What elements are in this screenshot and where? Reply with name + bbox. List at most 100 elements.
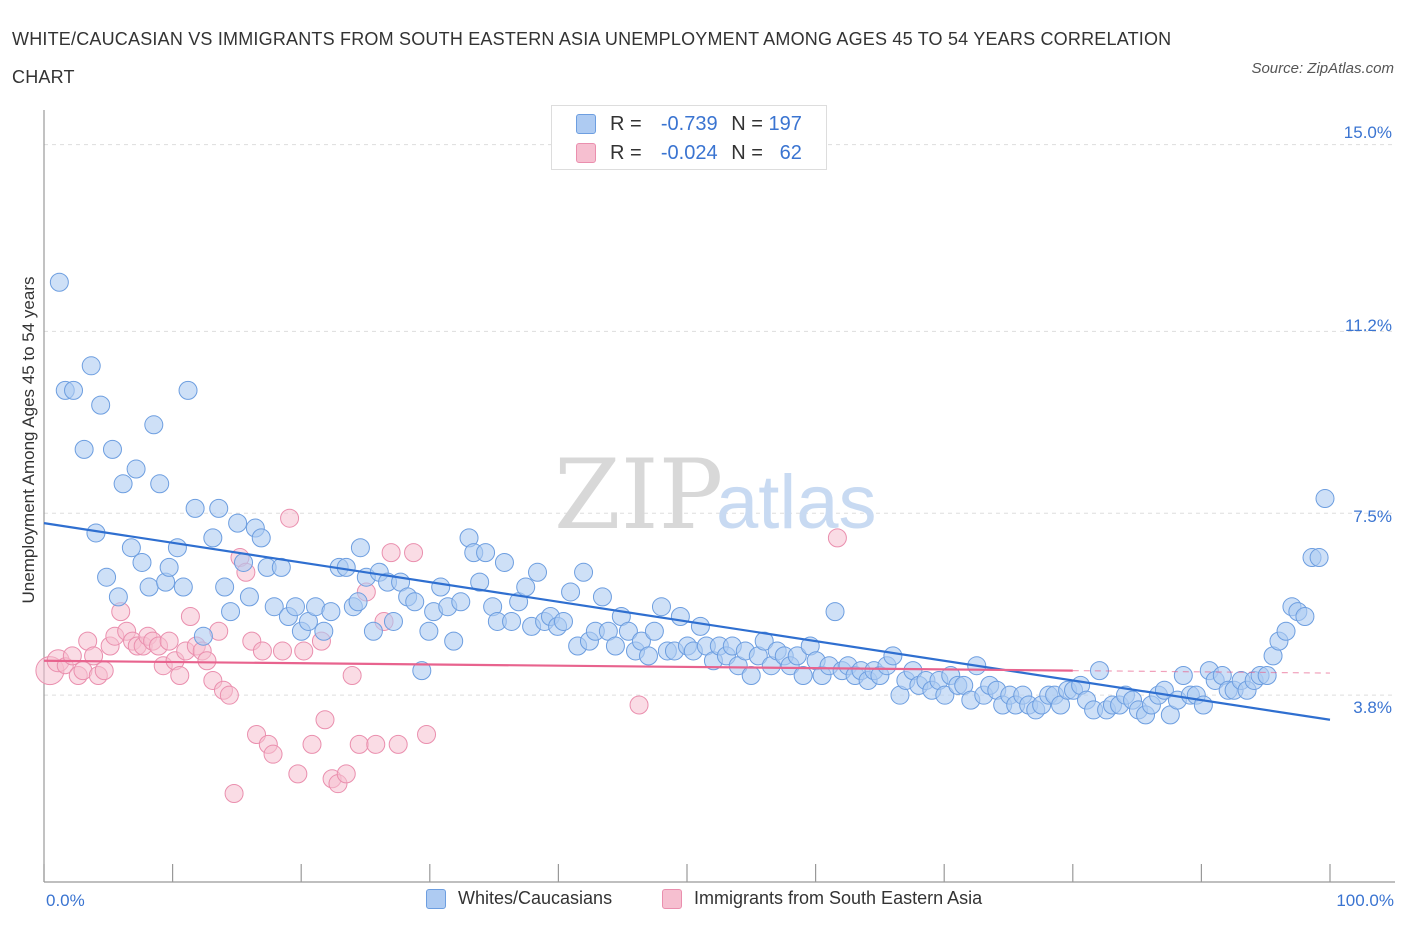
data-point-whites [670, 607, 690, 627]
data-point-whites [651, 597, 671, 617]
data-point-immigrants [336, 764, 356, 784]
data-point-whites [787, 646, 807, 666]
data-point-whites [444, 631, 464, 651]
n-value-immigrants: 62 [779, 141, 802, 164]
trend-line-immigrants-extension [1072, 670, 1331, 674]
watermark-zip: ZIP [554, 439, 723, 551]
data-point-whites [221, 602, 241, 622]
data-point-whites [102, 439, 122, 459]
data-point-whites [412, 661, 432, 681]
legend-row-immigrants: R = -0.024 N = 62 [576, 139, 802, 167]
data-point-whites [185, 498, 205, 518]
data-point-immigrants [170, 666, 190, 686]
data-point-whites [605, 636, 625, 656]
data-point-whites [1173, 666, 1193, 686]
r-value-immigrants: -0.024 [660, 141, 718, 164]
data-point-immigrants [302, 734, 322, 754]
data-point-whites [348, 592, 368, 612]
data-point-whites [121, 538, 141, 558]
data-point-whites [502, 611, 522, 631]
legend-swatch-pink [576, 143, 596, 163]
y-tick-label: 3.8% [1353, 698, 1392, 717]
data-point-whites [350, 538, 370, 558]
data-point-immigrants [315, 710, 335, 730]
data-point-whites [528, 562, 548, 582]
data-point-whites [470, 572, 490, 592]
data-point-whites [167, 538, 187, 558]
data-point-whites [126, 459, 146, 479]
data-point-whites [193, 626, 213, 646]
data-point-whites [451, 592, 471, 612]
r-label: R = [610, 141, 642, 164]
x-tick-label-max: 100.0% [1336, 891, 1394, 910]
correlation-legend: R = -0.739 N = 197 R = -0.024 N = 62 [551, 105, 827, 170]
data-point-whites [264, 597, 284, 617]
series-whites-points [49, 272, 1335, 725]
data-point-immigrants [272, 641, 292, 661]
data-point-whites [285, 597, 305, 617]
data-point-immigrants [197, 651, 217, 671]
data-point-immigrants [219, 685, 239, 705]
data-point-whites [251, 528, 271, 548]
n-label: N = [731, 141, 763, 164]
data-point-whites [144, 415, 164, 435]
data-point-immigrants [827, 528, 847, 548]
data-point-whites [618, 621, 638, 641]
legend-row-whites: R = -0.739 N = 197 [576, 110, 802, 138]
data-point-whites [516, 577, 536, 597]
data-point-whites [49, 272, 69, 292]
data-point-whites [419, 621, 439, 641]
y-axis-label: Unemployment Among Ages 45 to 54 years [19, 276, 38, 604]
trend-line-whites [43, 522, 1331, 721]
data-point-whites [234, 552, 254, 572]
data-point-immigrants [280, 508, 300, 528]
data-point-whites [690, 616, 710, 636]
source-label: Source: ZipAtlas.com [1251, 60, 1394, 77]
y-tick-label: 11.2% [1345, 316, 1392, 335]
data-point-whites [825, 602, 845, 622]
data-point-whites [476, 543, 496, 563]
data-point-whites [108, 587, 128, 607]
data-point-immigrants [629, 695, 649, 715]
x-tick-label-min: 0.0% [46, 891, 85, 910]
data-point-whites [561, 582, 581, 602]
data-point-immigrants [349, 734, 369, 754]
bottom-legend-immigrants: Immigrants from South Eastern Asia [662, 888, 982, 909]
data-point-whites [793, 666, 813, 686]
series-immigrants-points [35, 508, 847, 804]
data-point-whites [574, 562, 594, 582]
data-point-immigrants [381, 543, 401, 563]
data-point-immigrants [388, 734, 408, 754]
data-point-whites [159, 557, 179, 577]
data-point-whites [132, 552, 152, 572]
data-point-whites [321, 602, 341, 622]
data-point-whites [1315, 489, 1335, 509]
data-point-whites [935, 685, 955, 705]
data-point-whites [1276, 621, 1296, 641]
bottom-legend-label: Whites/Caucasians [458, 888, 613, 908]
data-point-immigrants [404, 543, 424, 563]
data-point-immigrants [224, 784, 244, 804]
watermark-atlas: atlas [716, 460, 877, 545]
data-point-whites [1309, 548, 1329, 568]
data-point-immigrants [180, 607, 200, 627]
data-point-whites [81, 356, 101, 376]
trend-lines [43, 522, 1331, 721]
data-point-whites [139, 577, 159, 597]
r-value-whites: -0.739 [660, 112, 718, 135]
gridlines [44, 144, 1395, 696]
axes [43, 110, 1395, 883]
data-point-whites [228, 513, 248, 533]
chart-title: WHITE/CAUCASIAN VS IMMIGRANTS FROM SOUTH… [12, 29, 1172, 87]
data-point-whites [173, 577, 193, 597]
data-point-immigrants [263, 744, 283, 764]
y-tick-label: 7.5% [1353, 507, 1392, 526]
data-point-whites [74, 439, 94, 459]
data-point-whites [883, 646, 903, 666]
data-point-whites [363, 621, 383, 641]
bottom-legend-swatch-blue [426, 888, 446, 909]
data-point-whites [431, 577, 451, 597]
data-point-immigrants [342, 666, 362, 686]
